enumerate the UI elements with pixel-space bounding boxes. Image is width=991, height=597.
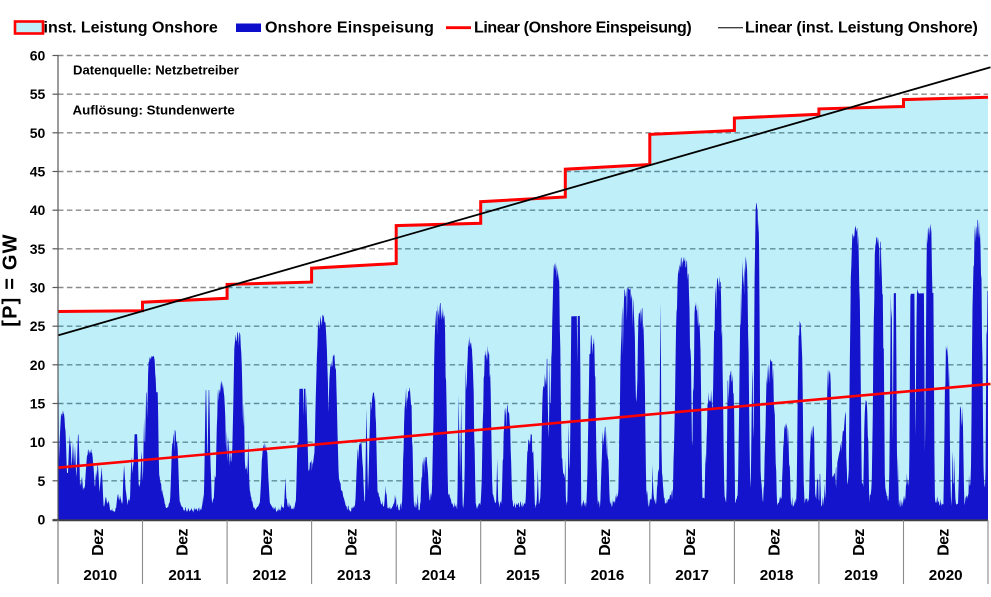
- svg-text:2016: 2016: [591, 567, 625, 584]
- svg-text:2012: 2012: [253, 567, 287, 584]
- svg-text:2019: 2019: [844, 567, 878, 584]
- svg-text:Dez: Dez: [428, 529, 445, 556]
- svg-text:5: 5: [38, 473, 46, 489]
- svg-text:Dez: Dez: [90, 529, 107, 556]
- svg-text:Dez: Dez: [344, 529, 361, 556]
- svg-text:Datenquelle: Netzbetreiber: Datenquelle: Netzbetreiber: [73, 62, 239, 77]
- svg-text:0: 0: [38, 512, 46, 528]
- svg-text:50: 50: [30, 125, 46, 141]
- svg-text:45: 45: [30, 164, 46, 180]
- svg-text:2014: 2014: [422, 567, 456, 584]
- svg-text:[P] = GW: [P] = GW: [0, 233, 22, 327]
- svg-text:Dez: Dez: [513, 529, 530, 556]
- svg-text:2015: 2015: [506, 567, 540, 584]
- svg-text:20: 20: [30, 357, 46, 373]
- svg-text:2020: 2020: [929, 567, 963, 584]
- svg-text:30: 30: [30, 280, 46, 296]
- svg-text:Dez: Dez: [175, 529, 192, 556]
- svg-text:10: 10: [30, 434, 46, 450]
- svg-text:Onshore Einspeisung: Onshore Einspeisung: [265, 20, 434, 37]
- svg-text:Dez: Dez: [766, 529, 783, 556]
- svg-text:Dez: Dez: [682, 529, 699, 556]
- svg-text:Linear (Onshore Einspeisung): Linear (Onshore Einspeisung): [474, 20, 691, 37]
- svg-text:Auflösung: Stundenwerte: Auflösung: Stundenwerte: [73, 102, 235, 117]
- svg-text:2018: 2018: [760, 567, 794, 584]
- svg-text:inst. Leistung Onshore: inst. Leistung Onshore: [44, 20, 218, 37]
- svg-text:Dez: Dez: [851, 529, 868, 556]
- svg-text:2017: 2017: [675, 567, 709, 584]
- svg-text:Dez: Dez: [935, 529, 952, 556]
- svg-text:35: 35: [30, 241, 46, 257]
- svg-text:2010: 2010: [83, 567, 117, 584]
- svg-text:25: 25: [30, 318, 46, 334]
- svg-text:Linear (inst. Leistung Onshore: Linear (inst. Leistung Onshore): [745, 20, 978, 37]
- svg-text:60: 60: [30, 48, 46, 64]
- svg-text:Dez: Dez: [597, 529, 614, 556]
- svg-text:2013: 2013: [337, 567, 371, 584]
- svg-text:2011: 2011: [168, 567, 202, 584]
- svg-text:55: 55: [30, 86, 46, 102]
- svg-text:15: 15: [30, 396, 46, 412]
- svg-text:Dez: Dez: [259, 529, 276, 556]
- svg-text:40: 40: [30, 202, 46, 218]
